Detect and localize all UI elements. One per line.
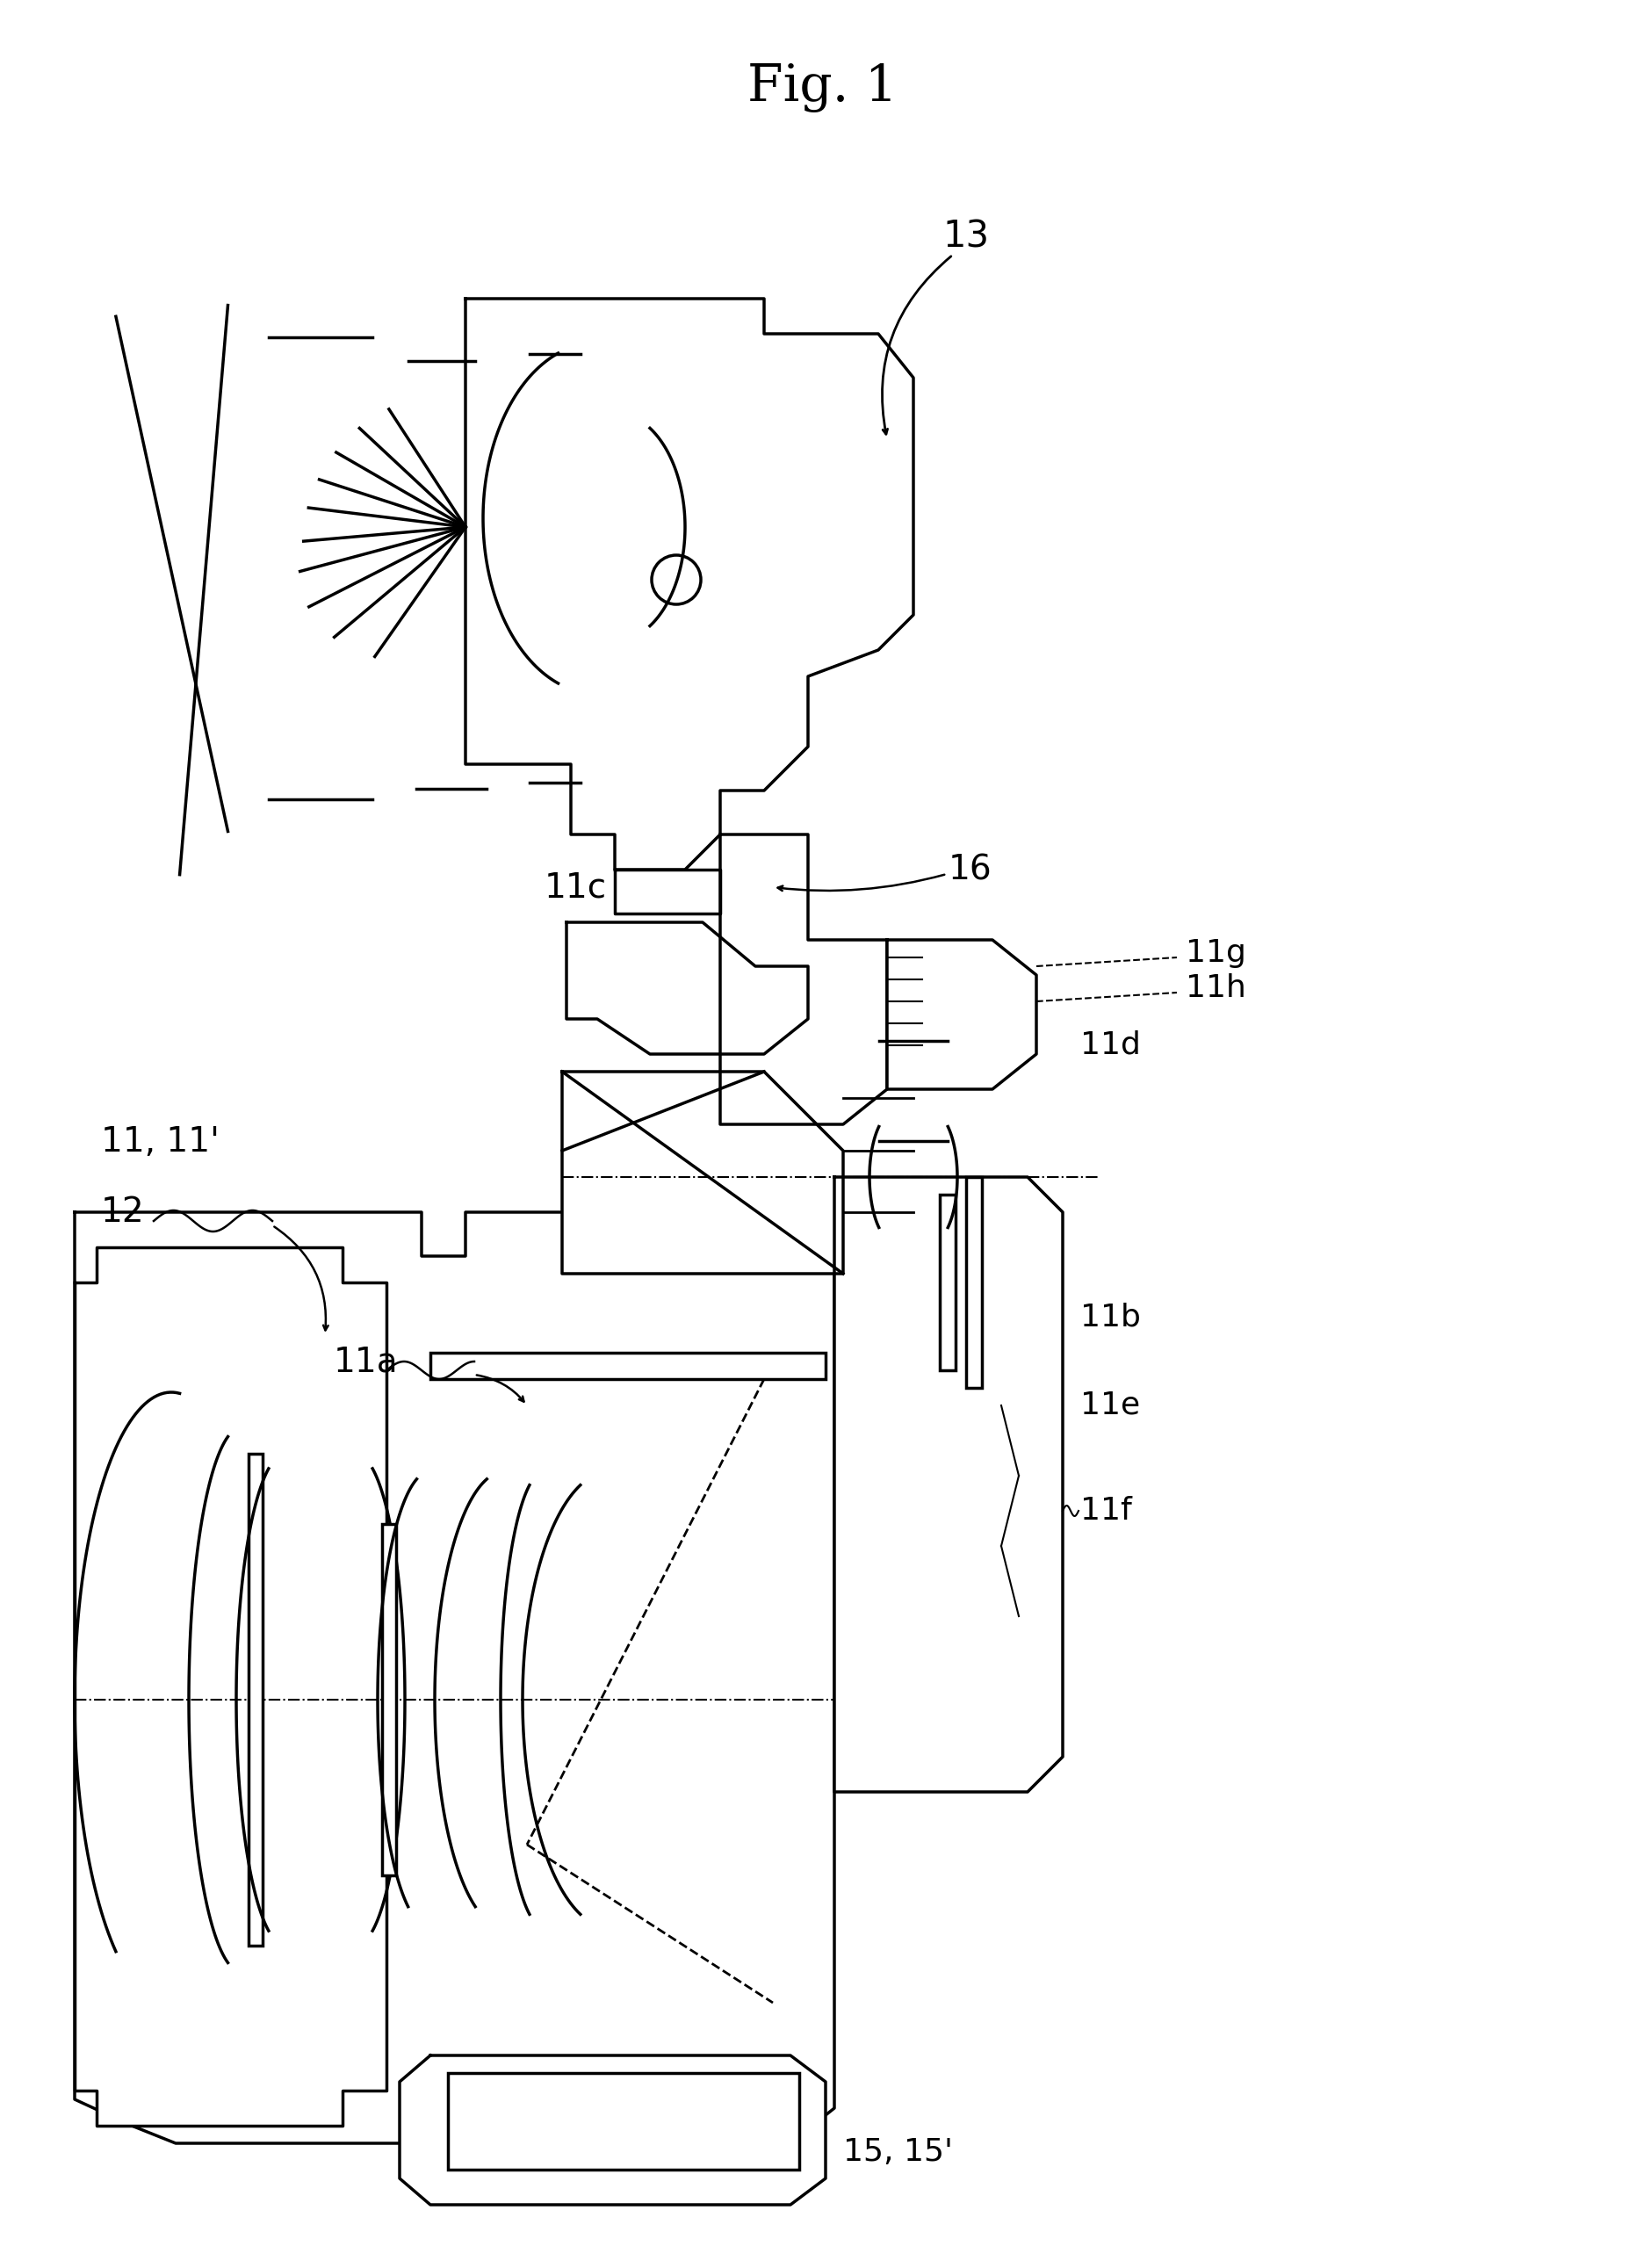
Bar bbox=[939, 1195, 956, 1370]
Polygon shape bbox=[615, 869, 721, 914]
Text: Fig. 1: Fig. 1 bbox=[747, 64, 897, 113]
Polygon shape bbox=[887, 939, 1036, 1089]
Bar bbox=[248, 1454, 263, 1946]
Text: 11g: 11g bbox=[1186, 939, 1247, 968]
Text: 16: 16 bbox=[949, 853, 992, 887]
Text: 11d: 11d bbox=[1081, 1030, 1140, 1059]
Polygon shape bbox=[74, 1247, 387, 2125]
Text: 11e: 11e bbox=[1081, 1390, 1140, 1420]
Polygon shape bbox=[563, 1073, 844, 1275]
Text: 11f: 11f bbox=[1081, 1497, 1132, 1526]
Text: 13: 13 bbox=[943, 218, 989, 256]
Text: 11h: 11h bbox=[1186, 973, 1247, 1002]
Text: 11c: 11c bbox=[544, 871, 607, 905]
Polygon shape bbox=[74, 1211, 834, 2143]
Bar bbox=[382, 1524, 396, 1876]
Text: 11a: 11a bbox=[334, 1345, 398, 1379]
Bar bbox=[966, 1177, 982, 1388]
Text: 11b: 11b bbox=[1081, 1302, 1140, 1334]
Polygon shape bbox=[721, 835, 887, 1125]
Text: 12: 12 bbox=[100, 1195, 145, 1229]
Text: 11, 11': 11, 11' bbox=[100, 1125, 219, 1159]
Polygon shape bbox=[834, 1177, 1063, 1792]
Polygon shape bbox=[400, 2055, 826, 2204]
Bar bbox=[447, 2073, 799, 2170]
Bar bbox=[431, 1352, 826, 1379]
Polygon shape bbox=[466, 299, 913, 869]
Polygon shape bbox=[566, 923, 808, 1055]
Text: 15, 15': 15, 15' bbox=[844, 2136, 952, 2166]
